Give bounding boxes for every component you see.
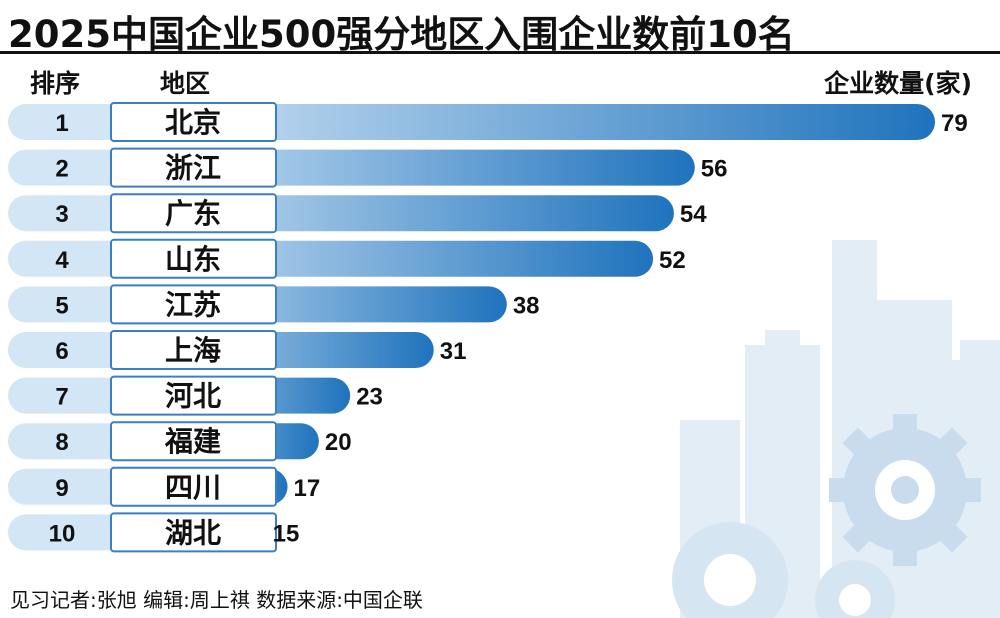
value-label: 20: [325, 429, 352, 456]
region-box: [110, 147, 277, 188]
value-label: 52: [659, 247, 686, 274]
category-label: 福建: [164, 425, 221, 458]
region-box: [110, 512, 277, 553]
region-box: [110, 284, 277, 325]
count-column-header: 企业数量(家): [824, 69, 972, 98]
rank-label: 1: [55, 110, 68, 137]
value-label: 17: [294, 475, 321, 502]
value-label: 56: [701, 156, 728, 183]
rank-column-header: 排序: [30, 69, 81, 98]
chart-title: 2025中国企业500强分地区入围企业数前10名: [8, 13, 795, 56]
bar: [110, 104, 935, 140]
value-label: 54: [680, 201, 707, 228]
region-box: [110, 466, 277, 507]
rank-pill: [8, 240, 128, 277]
rank-label: 10: [49, 520, 76, 547]
rank-label: 4: [55, 247, 69, 274]
region-box: [110, 193, 277, 234]
rank-pill: [8, 377, 128, 414]
region-box: [110, 238, 277, 279]
category-label: 上海: [165, 334, 221, 367]
category-label: 山东: [165, 243, 221, 276]
credits-footer: 见习记者:张旭 编辑:周上祺 数据来源:中国企联: [10, 588, 423, 612]
value-label: 23: [356, 384, 383, 411]
rank-label: 7: [55, 384, 68, 411]
region-box: [110, 421, 277, 462]
rank-pill: [8, 195, 128, 232]
category-label: 北京: [165, 106, 221, 139]
rank-pill: [8, 423, 128, 460]
rank-pill: [8, 104, 128, 140]
rank-label: 2: [55, 156, 68, 183]
rank-pill: [8, 332, 128, 368]
rank-pill: [8, 514, 128, 551]
region-column-header: 地区: [160, 69, 211, 98]
title-divider: [0, 51, 1000, 54]
region-box: [110, 330, 277, 370]
rank-label: 8: [55, 429, 68, 456]
rank-label: 6: [55, 338, 68, 365]
category-label: 广东: [165, 197, 221, 230]
category-label: 浙江: [165, 152, 221, 185]
category-label: 湖北: [165, 516, 221, 549]
rank-label: 3: [55, 201, 68, 228]
value-label: 31: [440, 338, 467, 365]
category-label: 江苏: [165, 288, 221, 321]
category-label: 四川: [165, 471, 221, 504]
category-label: 河北: [165, 380, 221, 413]
value-label: 15: [273, 520, 300, 547]
rank-pill: [8, 468, 128, 505]
value-label: 79: [941, 110, 968, 137]
rank-label: 5: [55, 292, 68, 319]
rank-pill: [8, 149, 128, 186]
value-label: 38: [513, 292, 540, 319]
rank-label: 9: [55, 475, 68, 502]
region-box: [110, 102, 277, 142]
region-box: [110, 375, 277, 416]
rank-pill: [8, 286, 128, 323]
